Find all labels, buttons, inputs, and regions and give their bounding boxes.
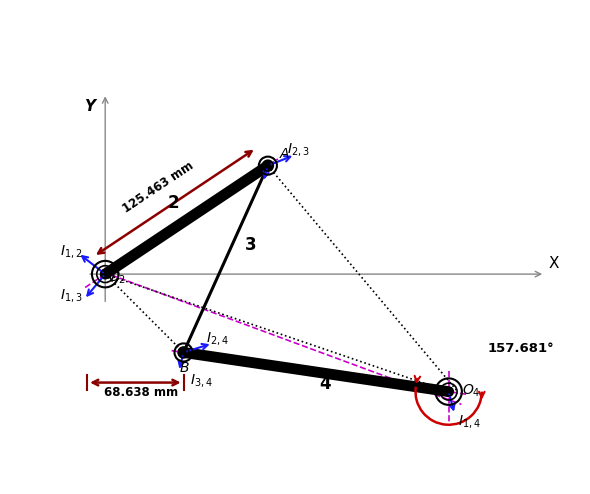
Text: $A$: $A$ <box>278 147 290 162</box>
Text: X: X <box>548 256 559 271</box>
Polygon shape <box>102 161 271 279</box>
Text: $I_{2,4}$: $I_{2,4}$ <box>206 330 230 347</box>
Circle shape <box>263 160 273 171</box>
Circle shape <box>100 269 111 280</box>
Text: $O_2$: $O_2$ <box>108 269 126 286</box>
Text: $I_{1,4}$: $I_{1,4}$ <box>458 413 480 430</box>
Text: 3: 3 <box>245 236 257 254</box>
Polygon shape <box>183 347 450 397</box>
Text: Y: Y <box>84 99 95 115</box>
Text: 157.681°: 157.681° <box>488 342 555 356</box>
Text: $I_{1,3}$: $I_{1,3}$ <box>60 287 83 304</box>
Text: 2: 2 <box>168 194 179 212</box>
Text: $I_{3,4}$: $I_{3,4}$ <box>189 372 212 389</box>
Text: $I_{2,3}$: $I_{2,3}$ <box>287 141 310 158</box>
Circle shape <box>178 347 189 358</box>
Text: $I_{1,2}$: $I_{1,2}$ <box>60 243 83 260</box>
Text: 125.463 mm: 125.463 mm <box>121 159 196 215</box>
Text: 68.638 mm: 68.638 mm <box>104 386 178 399</box>
Text: 4: 4 <box>319 375 331 393</box>
Circle shape <box>443 386 454 397</box>
Text: $O_4$: $O_4$ <box>462 383 480 399</box>
Text: $B$: $B$ <box>179 361 189 375</box>
